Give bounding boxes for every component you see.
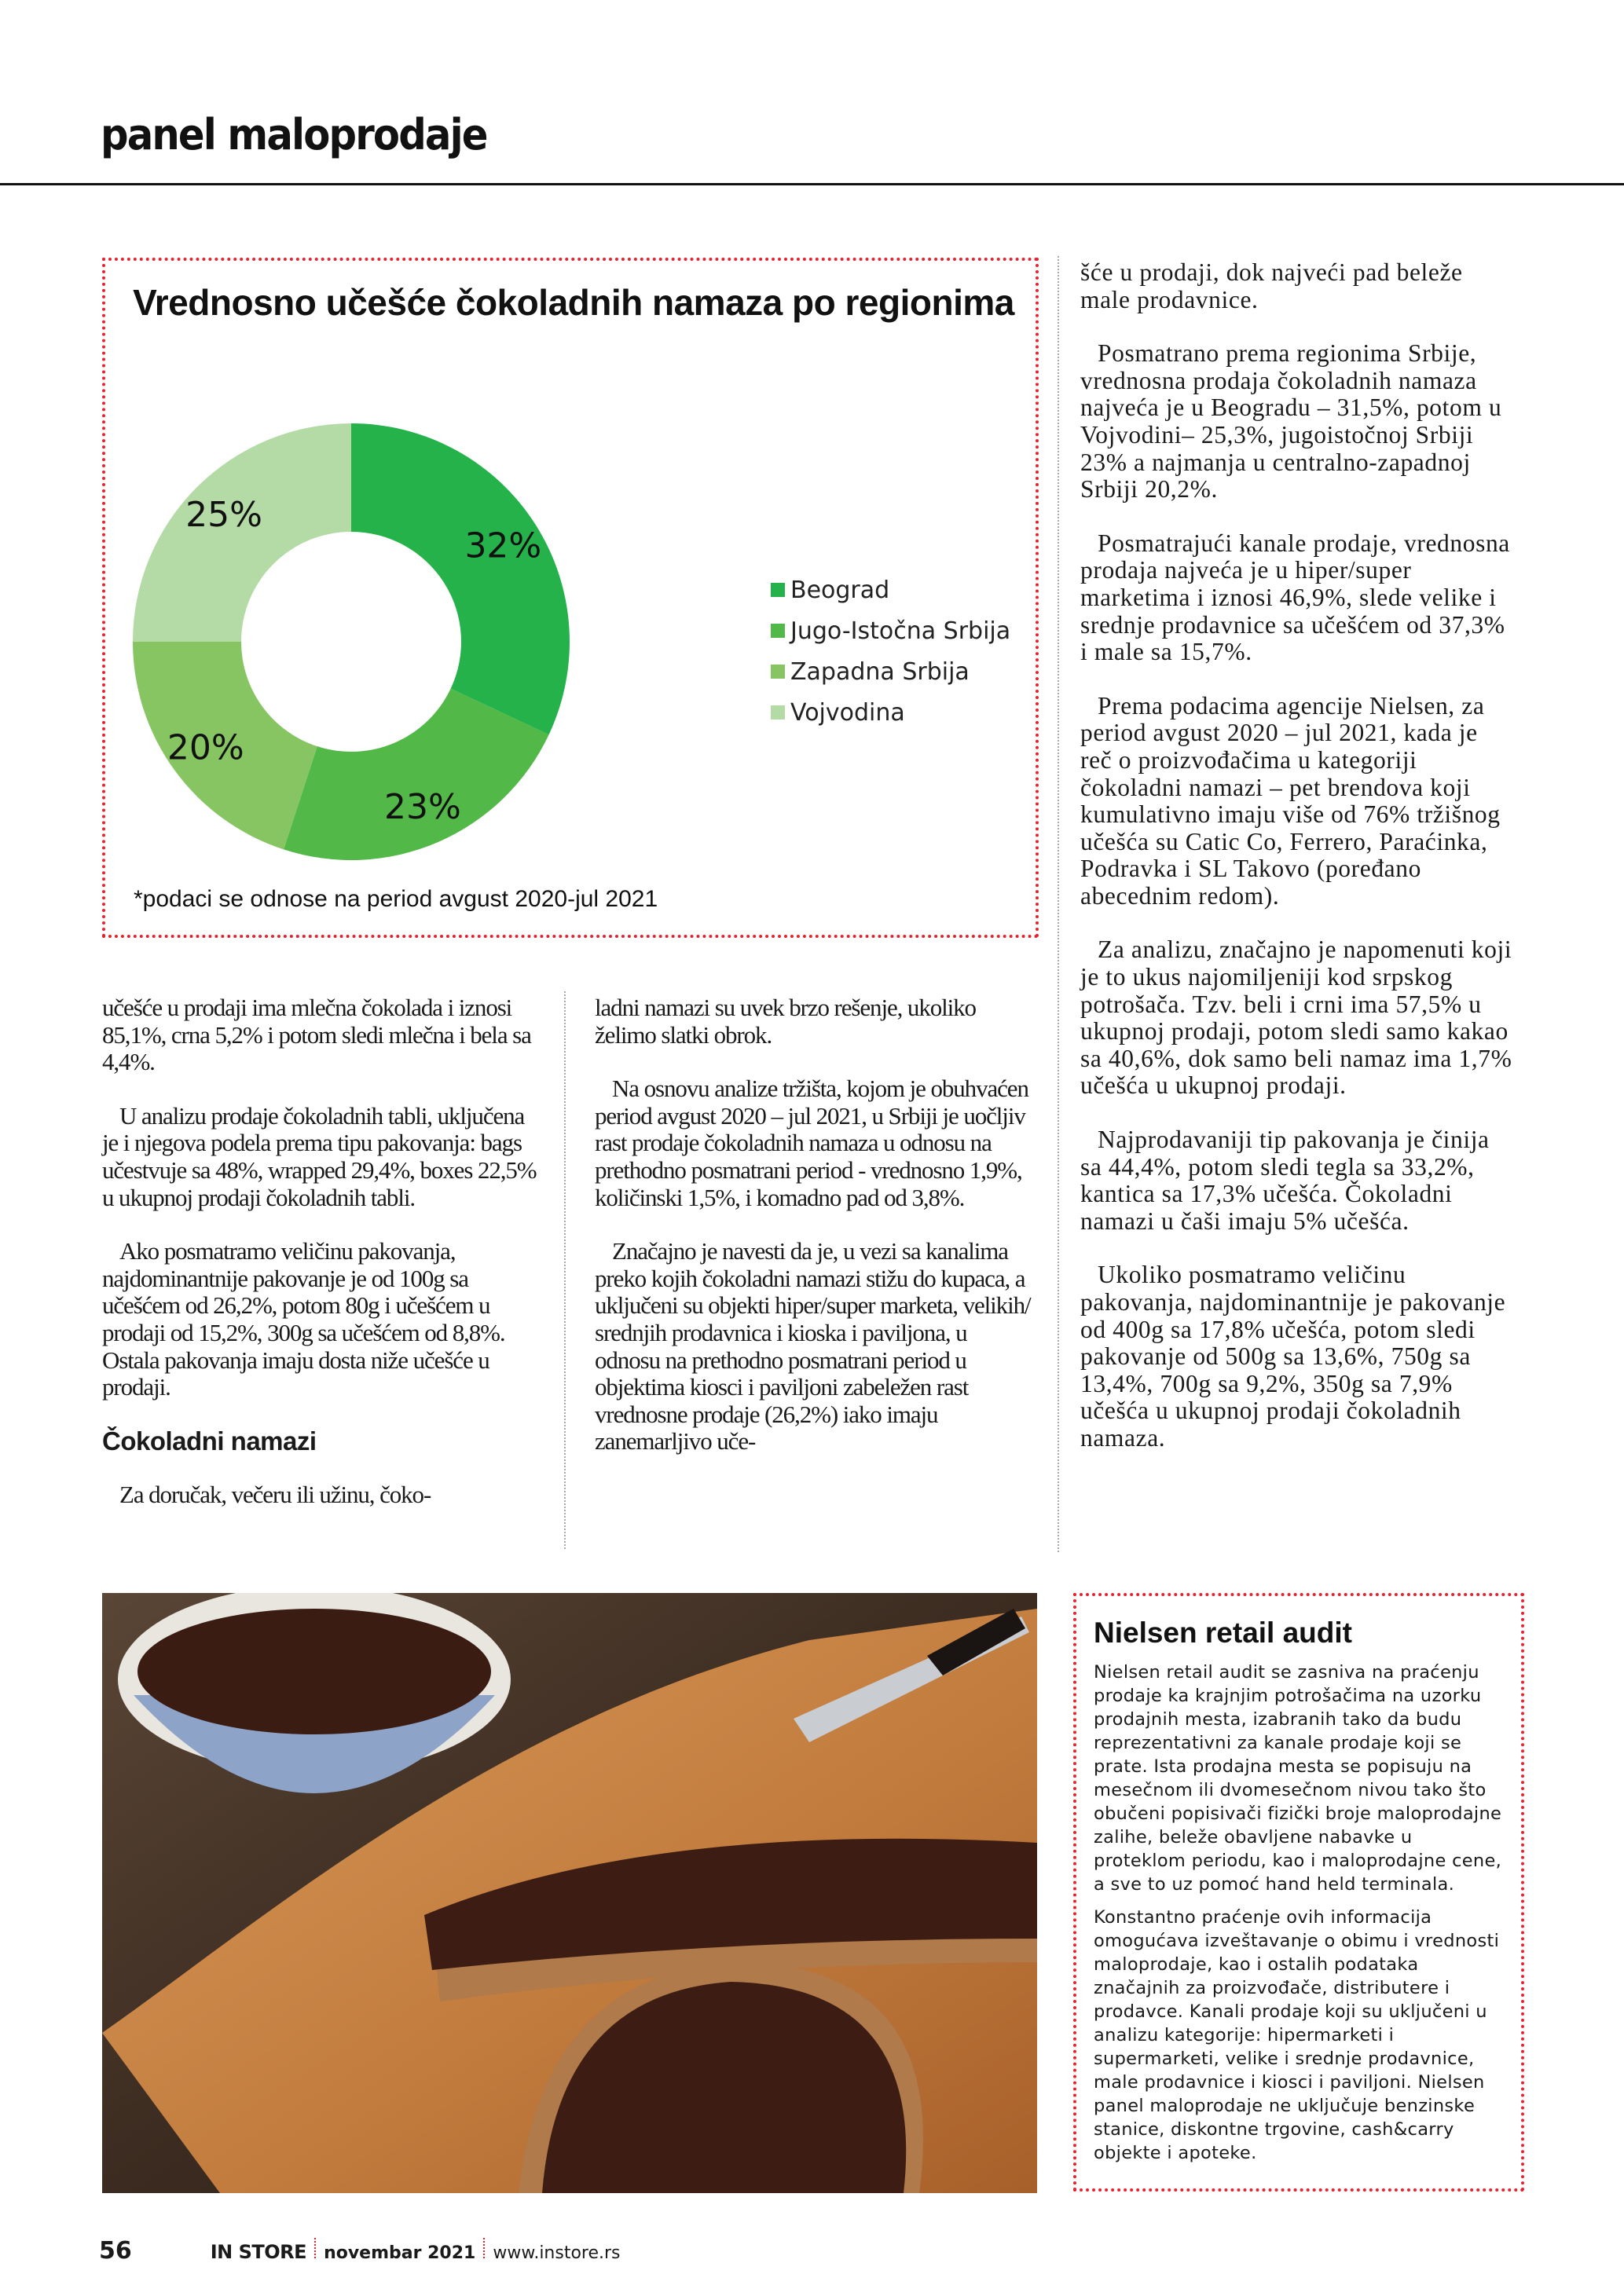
donut-chart: 32% 23% 20% 25% Beograd Jugo-Istočna Srbija Za… — [133, 423, 1010, 860]
legend-label: Jugo-Istočna Srbija — [789, 617, 1010, 645]
legend-swatch — [771, 583, 785, 597]
chart-title: Vrednosno učešće čokoladnih namaza po re… — [133, 282, 1014, 323]
donut-slice-jugo-isto-na-srbija — [284, 688, 549, 860]
article-column-2: ladni namazi su uvek brzo rešenje, ukoli… — [595, 994, 1035, 1482]
chart-box: 32% 23% 20% 25% Beograd Jugo-Istočna Srbija Za… — [102, 258, 1039, 938]
page-number: 56 — [99, 2237, 132, 2265]
paragraph: Ukoliko posmatramo veličinu pakovanja, n… — [1080, 1261, 1506, 1452]
data-label: 25% — [185, 495, 262, 535]
data-label: 23% — [384, 787, 461, 827]
legend-label: Vojvodina — [790, 699, 905, 727]
article-column-1: učešće u prodaji ima mlečna čokolada i i… — [102, 994, 542, 1536]
paragraph: Značajno je navesti da je, u vezi sa kan… — [595, 1237, 1032, 1456]
subheading: Čokoladni namazi — [102, 1426, 317, 1456]
donut-slice-beograd — [351, 423, 570, 735]
footer-separator — [483, 2238, 486, 2258]
column-divider — [1058, 256, 1059, 1552]
section-title: panel maloprodaje — [101, 110, 488, 159]
box-paragraph: Nielsen retail audit se zasniva na praće… — [1094, 1662, 1502, 1895]
page-footer: 56 IN STORE novembar 2021 www.instore.rs — [99, 2237, 621, 2265]
donut-slice-zapadna-srbija — [133, 642, 317, 850]
magazine-logo: IN STORE — [210, 2241, 307, 2263]
paragraph: učešće u prodaji ima mlečna čokolada i i… — [102, 994, 532, 1076]
nielsen-info-box: Nielsen retail audit Nielsen retail audi… — [1073, 1593, 1524, 2192]
chart-note: *podaci se odnose na period avgust 2020-… — [134, 886, 658, 912]
paragraph: ladni namazi su uvek brzo rešenje, ukoli… — [595, 994, 977, 1049]
data-label: 32% — [464, 525, 541, 566]
box-title: Nielsen retail audit — [1094, 1617, 1352, 1649]
column-divider — [564, 991, 566, 1549]
chocolate-spread-photo — [102, 1593, 1037, 2193]
paragraph: Ako posmatramo veličinu pakovanja, najdo… — [102, 1237, 506, 1401]
header-divider — [0, 183, 1624, 185]
footer-separator — [314, 2238, 317, 2258]
article-column-3: šće u prodaji, dok najveći pad beleže ma… — [1080, 258, 1514, 1479]
data-label: 20% — [167, 728, 244, 768]
paragraph: Na osnovu analize tržišta, kojom je obuh… — [595, 1075, 1029, 1211]
legend-label: Zapadna Srbija — [790, 658, 970, 686]
paragraph: Posmatrajući kanale prodaje, vrednosna p… — [1080, 529, 1510, 666]
box-paragraph: Konstantno praćenje ovih informacija omo… — [1094, 1907, 1500, 2163]
website-link[interactable]: www.instore.rs — [493, 2243, 621, 2263]
legend-swatch — [771, 624, 785, 638]
paragraph: U analizu prodaje čokoladnih tabli, uklj… — [102, 1101, 537, 1211]
legend-swatch — [771, 705, 785, 720]
paragraph: Posmatrano prema regionima Srbije, vredn… — [1080, 339, 1502, 504]
paragraph: Za doručak, večeru ili užinu, čoko- — [119, 1481, 431, 1509]
issue-date: novembar 2021 — [324, 2243, 476, 2263]
legend-label: Beograd — [790, 577, 889, 604]
paragraph: Najprodavaniji tip pakovanja je činija s… — [1080, 1126, 1490, 1235]
paragraph: šće u prodaji, dok najveći pad beleže ma… — [1080, 258, 1463, 313]
donut-slice-vojvodina — [133, 423, 351, 642]
paragraph: Za analizu, značajno je napomenuti koji … — [1080, 936, 1512, 1100]
paragraph: Prema podacima agencije Nielsen, za peri… — [1080, 691, 1501, 910]
legend-swatch — [771, 665, 785, 679]
